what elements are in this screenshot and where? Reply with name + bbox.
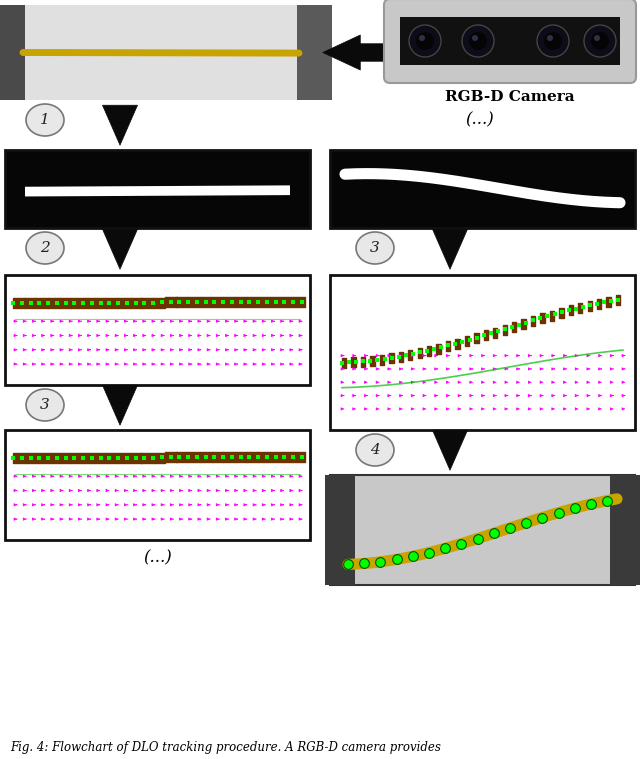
- Ellipse shape: [356, 232, 394, 264]
- Bar: [5, 76, 315, 81]
- Bar: [5, 81, 315, 86]
- Bar: [5, 43, 315, 48]
- Bar: [5, 38, 315, 43]
- Bar: [325, 475, 355, 585]
- Circle shape: [416, 32, 434, 50]
- Text: (...): (...): [143, 550, 172, 566]
- Bar: [5, 48, 315, 52]
- Ellipse shape: [26, 104, 64, 136]
- Bar: [5, 430, 310, 540]
- Circle shape: [537, 25, 569, 57]
- Ellipse shape: [356, 434, 394, 466]
- Bar: [297, 5, 332, 100]
- Text: 3: 3: [370, 241, 380, 255]
- Bar: [330, 275, 635, 430]
- Text: Fig. 4: Flowchart of DLO tracking procedure. A RGB-D camera provides: Fig. 4: Flowchart of DLO tracking proced…: [10, 742, 441, 754]
- Bar: [5, 33, 315, 38]
- Circle shape: [469, 32, 487, 50]
- Bar: [5, 95, 315, 100]
- Bar: [5, 52, 315, 57]
- Circle shape: [547, 35, 553, 41]
- Bar: [5, 150, 310, 228]
- Circle shape: [472, 35, 478, 41]
- Text: 4: 4: [370, 443, 380, 457]
- Bar: [5, 24, 315, 29]
- Bar: [5, 86, 315, 90]
- Bar: [400, 17, 620, 65]
- Bar: [5, 62, 315, 67]
- Bar: [5, 10, 315, 14]
- Circle shape: [584, 25, 616, 57]
- Text: 1: 1: [40, 113, 50, 127]
- Bar: [0, 5, 25, 100]
- Ellipse shape: [26, 389, 64, 421]
- Bar: [5, 90, 315, 95]
- Bar: [5, 5, 315, 10]
- Circle shape: [419, 35, 425, 41]
- Bar: [330, 150, 635, 228]
- Text: 3: 3: [40, 398, 50, 412]
- Bar: [610, 475, 640, 585]
- FancyBboxPatch shape: [384, 0, 636, 83]
- Bar: [5, 57, 315, 62]
- Text: 2: 2: [40, 241, 50, 255]
- Text: RGB-D Camera: RGB-D Camera: [445, 90, 575, 104]
- Bar: [5, 5, 315, 100]
- Circle shape: [544, 32, 562, 50]
- Bar: [5, 275, 310, 385]
- Circle shape: [409, 25, 441, 57]
- Text: (...): (...): [466, 112, 494, 128]
- Bar: [5, 14, 315, 19]
- Bar: [5, 19, 315, 24]
- Bar: [330, 475, 635, 585]
- Bar: [5, 29, 315, 33]
- Circle shape: [462, 25, 494, 57]
- Bar: [5, 67, 315, 71]
- Circle shape: [591, 32, 609, 50]
- Ellipse shape: [26, 232, 64, 264]
- Circle shape: [594, 35, 600, 41]
- Bar: [5, 71, 315, 76]
